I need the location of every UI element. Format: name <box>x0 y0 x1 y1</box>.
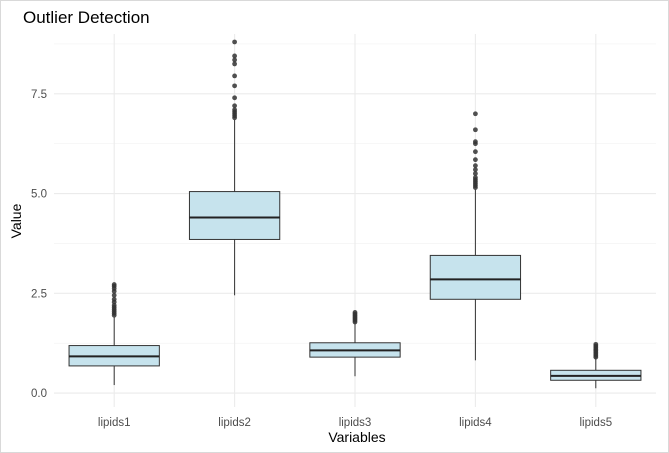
outlier-point <box>473 127 478 133</box>
x-tick-label: lipids1 <box>98 417 131 429</box>
chart-title: Outlier Detection <box>23 8 150 27</box>
x-tick-label: lipids2 <box>218 417 251 429</box>
outlier-point <box>473 139 478 145</box>
x-tick-label: lipids3 <box>339 417 372 429</box>
outlier-point <box>111 296 117 302</box>
y-tick-label: 0.0 <box>31 388 47 400</box>
outlier-point <box>232 73 238 79</box>
x-tick-label: lipids4 <box>459 417 492 429</box>
outlier-point <box>232 107 238 113</box>
outlier-point <box>232 83 238 89</box>
box-iqr <box>429 254 522 300</box>
outlier-point <box>232 61 238 67</box>
outlier-point <box>232 57 238 63</box>
outlier-point <box>593 341 599 347</box>
outlier-point <box>111 292 117 298</box>
x-axis-title: Variables <box>328 429 385 445</box>
boxplot-lipids2 <box>188 39 281 296</box>
box-iqr <box>188 191 281 240</box>
boxplot-lipids5 <box>550 341 642 389</box>
outlier-point <box>232 103 238 109</box>
outlier-point <box>232 39 238 45</box>
outlier-point <box>111 282 117 287</box>
outlier-point <box>352 310 358 315</box>
boxplot-lipids1 <box>68 282 160 386</box>
y-tick-label: 7.5 <box>31 89 47 101</box>
outlier-point <box>473 175 478 181</box>
boxplot-lipids3 <box>309 310 401 377</box>
boxplot-lipids4 <box>429 111 522 361</box>
outlier-point <box>232 95 238 101</box>
y-tick-label: 5.0 <box>31 189 47 201</box>
outlier-point <box>473 157 478 163</box>
x-axis-ticks: lipids1 lipids2 lipids3 lipids4 lipids5 <box>98 417 612 429</box>
box-layer <box>68 39 642 389</box>
y-axis-title: Value <box>8 203 24 238</box>
y-tick-label: 2.5 <box>31 288 47 300</box>
outlier-point <box>473 163 478 169</box>
x-tick-label: lipids5 <box>579 417 612 429</box>
outlier-point <box>473 167 478 173</box>
outlier-point <box>473 149 478 155</box>
outlier-point <box>473 111 478 117</box>
outlier-point <box>232 53 238 59</box>
y-axis-ticks: 0.0 2.5 5.0 7.5 <box>31 89 47 400</box>
outlier-point <box>473 171 478 177</box>
